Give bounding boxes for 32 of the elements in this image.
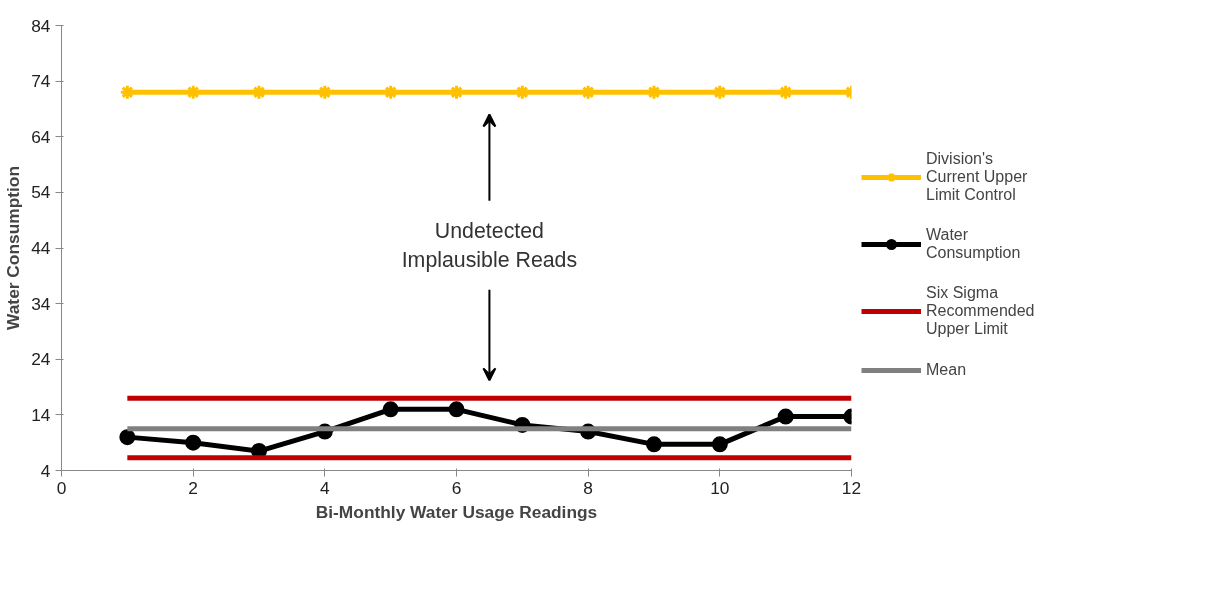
legend-label: Six Sigma Recommended Upper Limit: [926, 284, 1035, 338]
y-tick-label: 14: [31, 404, 51, 425]
y-tick-label: 44: [31, 238, 51, 258]
y-tick-label: 84: [31, 15, 51, 36]
point: [646, 436, 662, 453]
x-tick-label: 8: [583, 477, 593, 498]
legend-label: Water Consumption: [926, 226, 1021, 262]
y-tick-label: 64: [31, 126, 51, 147]
point: [646, 84, 662, 101]
x-tick-label: 2: [188, 477, 198, 498]
point: [448, 401, 465, 418]
y-tick-label: 4: [40, 460, 51, 481]
x-tick-label: 4: [320, 477, 331, 498]
y-tick-label: 34: [31, 293, 51, 314]
x-tick-label: 10: [710, 477, 730, 498]
y-tick-label: 54: [31, 182, 51, 203]
x-axis-title: Bi-Monthly Water Usage Readings: [315, 501, 598, 522]
y-tick-label: 24: [31, 349, 51, 370]
y-tick-label: 74: [31, 71, 51, 92]
point: [777, 408, 794, 425]
point: [711, 436, 728, 453]
x-tick-label: 6: [451, 477, 462, 498]
point: [382, 401, 399, 418]
x-tick-label: 12: [841, 477, 862, 498]
legend-label: Mean: [926, 361, 967, 379]
y-axis-title: Water Consumption: [3, 166, 24, 330]
annotation: Undetected Implausible Reads: [401, 218, 578, 272]
legend-label: Division's Current Upper Limit Control: [926, 150, 1028, 204]
point: [119, 429, 136, 446]
point: [251, 84, 267, 101]
x-tick-label: 0: [56, 477, 67, 498]
point: [185, 434, 202, 451]
